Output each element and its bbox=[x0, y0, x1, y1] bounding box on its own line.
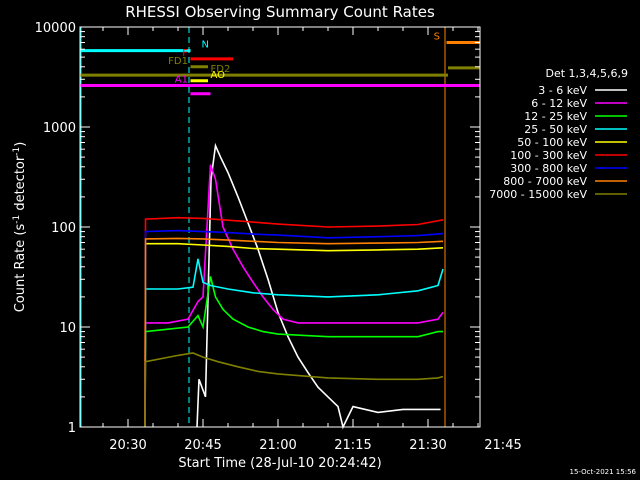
legend-label-4: 50 - 100 keV bbox=[517, 136, 587, 149]
series-line-3 bbox=[144, 258, 444, 428]
y-tick-label-4: 10000 bbox=[35, 21, 76, 36]
flag-label-a1: A1 bbox=[175, 75, 188, 86]
flag-label-n: N bbox=[202, 40, 209, 51]
legend-label-1: 6 - 12 keV bbox=[531, 97, 587, 110]
timestamp: 15-Oct-2021 15:56 bbox=[570, 468, 637, 476]
series-line-2 bbox=[144, 276, 443, 428]
x-tick-label-2: 21:00 bbox=[259, 438, 296, 453]
flag-label-s: S bbox=[434, 31, 440, 42]
legend-label-6: 300 - 800 keV bbox=[510, 162, 587, 175]
chart-title: RHESSI Observing Summary Count Rates bbox=[125, 3, 435, 21]
legend-label-7: 800 - 7000 keV bbox=[503, 175, 587, 188]
y-axis-label-exp1: -1 bbox=[12, 215, 22, 224]
legend-label-2: 12 - 25 keV bbox=[524, 110, 587, 123]
series-line-6 bbox=[144, 229, 444, 428]
series-line-8 bbox=[144, 352, 444, 428]
x-tick-label-3: 21:15 bbox=[334, 438, 371, 453]
x-tick-label-4: 21:30 bbox=[409, 438, 446, 453]
legend-label-5: 100 - 300 keV bbox=[510, 149, 587, 162]
legend-label-0: 3 - 6 keV bbox=[538, 84, 587, 97]
series-line-4 bbox=[144, 242, 444, 428]
y-axis-label-exp2: -1 bbox=[12, 147, 22, 156]
x-axis-label: Start Time (28-Jul-10 20:24:42) bbox=[178, 456, 381, 471]
y-axis-label: Count Rate (s-1 detector-1) bbox=[12, 142, 28, 313]
legend-label-3: 25 - 50 keV bbox=[524, 123, 587, 136]
series-line-0 bbox=[196, 142, 441, 430]
y-axis-label-main: Count Rate (s bbox=[13, 224, 28, 313]
legend-label-8: 7000 - 15000 keV bbox=[489, 188, 587, 201]
flag-label-fd1: FD1 bbox=[168, 56, 188, 67]
x-tick-label-1: 20:45 bbox=[184, 438, 221, 453]
y-axis-label-end: ) bbox=[13, 142, 28, 147]
legend-title: Det 1,3,4,5,6,9 bbox=[545, 67, 628, 80]
flag-label-fd2: FD2 bbox=[211, 64, 231, 75]
y-axis: 1 10 100 1000 10000 bbox=[35, 21, 480, 436]
series-line-7 bbox=[144, 237, 444, 428]
y-tick-label-3: 1000 bbox=[43, 121, 76, 136]
y-tick-label-1: 10 bbox=[59, 321, 76, 336]
series-line-5 bbox=[144, 216, 444, 428]
x-axis: 20:30 20:45 21:00 21:15 21:30 21:45 bbox=[102, 27, 522, 453]
flag-label-ao: AO bbox=[211, 70, 226, 81]
series-line-1 bbox=[144, 164, 444, 428]
x-tick-label-0: 20:30 bbox=[109, 438, 146, 453]
x-tick-label-5: 21:45 bbox=[484, 438, 521, 453]
flag-label-f: F bbox=[182, 48, 188, 59]
y-tick-label-0: 1 bbox=[68, 421, 76, 436]
y-tick-label-2: 100 bbox=[51, 221, 76, 236]
y-axis-label-mid: detector bbox=[13, 155, 28, 215]
